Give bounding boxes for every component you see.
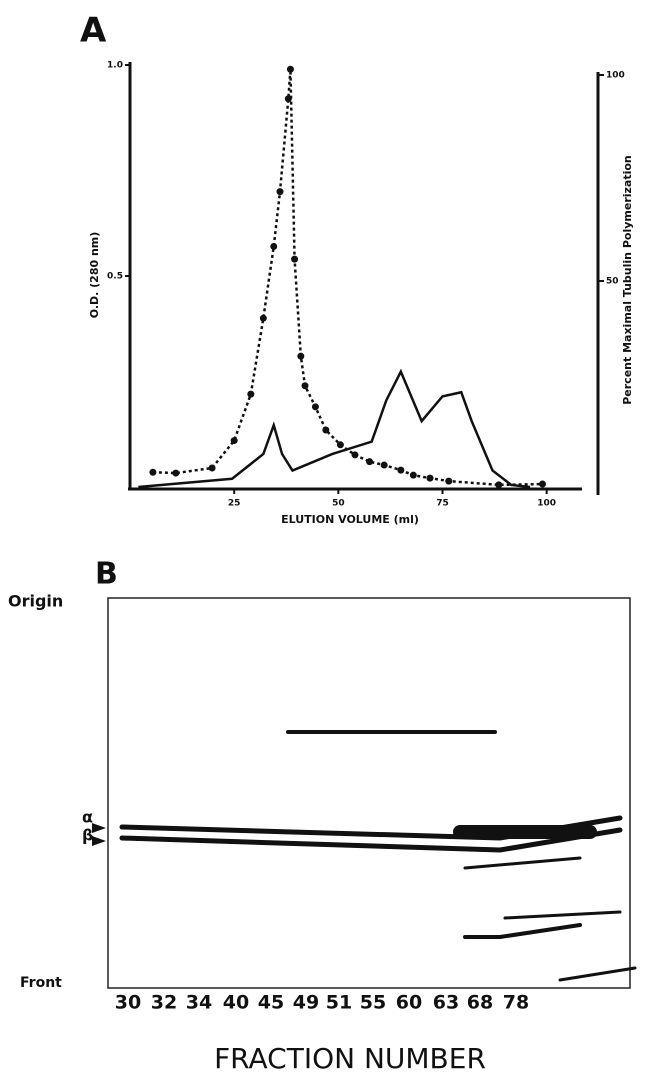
data-point bbox=[276, 188, 284, 196]
data-point bbox=[380, 461, 388, 469]
data-point bbox=[247, 390, 255, 398]
axes bbox=[128, 62, 600, 495]
x-axis-label: FRACTION NUMBER bbox=[214, 1042, 486, 1075]
lane-label: 60 bbox=[396, 992, 422, 1014]
lane-label: 40 bbox=[223, 992, 249, 1014]
data-point bbox=[259, 314, 267, 322]
y-axis-label: O.D. (280 nm) bbox=[88, 232, 101, 319]
x-axis-label: ELUTION VOLUME (ml) bbox=[281, 513, 419, 526]
front-label: Front bbox=[20, 975, 62, 991]
data-point bbox=[426, 474, 434, 482]
data-point bbox=[149, 468, 157, 476]
data-point bbox=[366, 458, 374, 466]
data-point bbox=[445, 477, 453, 485]
data-point bbox=[172, 469, 180, 477]
lane-label: 34 bbox=[186, 992, 212, 1014]
x-tick-label: 25 bbox=[228, 499, 241, 509]
data-point bbox=[301, 382, 309, 390]
x-tick-label: 100 bbox=[537, 499, 556, 509]
data-point bbox=[270, 242, 278, 250]
y-tick-label: 0.5 bbox=[107, 272, 123, 282]
data-point bbox=[495, 481, 503, 489]
y2-tick-label: 100 bbox=[606, 71, 625, 81]
y2-axis-label: Percent Maximal Tubulin Polymerization bbox=[621, 155, 634, 405]
series-line bbox=[138, 368, 531, 489]
data-point bbox=[286, 65, 294, 73]
data-point bbox=[284, 95, 292, 103]
panel-label: B bbox=[95, 557, 118, 592]
gel-bands bbox=[119, 730, 637, 982]
panel-label: A bbox=[80, 11, 107, 51]
x-tick-label: 75 bbox=[436, 499, 449, 509]
x-tick-label: 50 bbox=[332, 499, 345, 509]
lane-label: 63 bbox=[433, 992, 459, 1014]
data-point bbox=[230, 437, 238, 445]
gel-frame bbox=[107, 597, 631, 989]
data-point bbox=[322, 426, 330, 434]
lane-label: 78 bbox=[503, 992, 529, 1014]
data-point bbox=[409, 471, 417, 479]
lane-label: 45 bbox=[258, 992, 284, 1014]
lane-label: 49 bbox=[293, 992, 319, 1014]
y2-tick-label: 50 bbox=[606, 277, 619, 287]
data-point bbox=[311, 403, 319, 411]
data-point bbox=[208, 464, 216, 472]
data-point bbox=[291, 255, 299, 263]
origin-label: Origin bbox=[8, 592, 63, 611]
lane-label: 55 bbox=[360, 992, 386, 1014]
lane-label: 30 bbox=[115, 992, 141, 1014]
data-point bbox=[297, 352, 305, 360]
pointers bbox=[92, 823, 106, 846]
lane-label: 68 bbox=[467, 992, 493, 1014]
series-line bbox=[152, 69, 543, 487]
data-point bbox=[539, 480, 546, 488]
data-point bbox=[397, 466, 405, 474]
beta-label: β bbox=[82, 826, 93, 845]
lane-label: 32 bbox=[151, 992, 177, 1014]
alpha-label: α bbox=[82, 808, 93, 827]
data-point bbox=[351, 451, 359, 459]
y-tick-label: 1.0 bbox=[107, 61, 123, 71]
lane-label: 51 bbox=[326, 992, 352, 1014]
data-point bbox=[336, 441, 344, 449]
